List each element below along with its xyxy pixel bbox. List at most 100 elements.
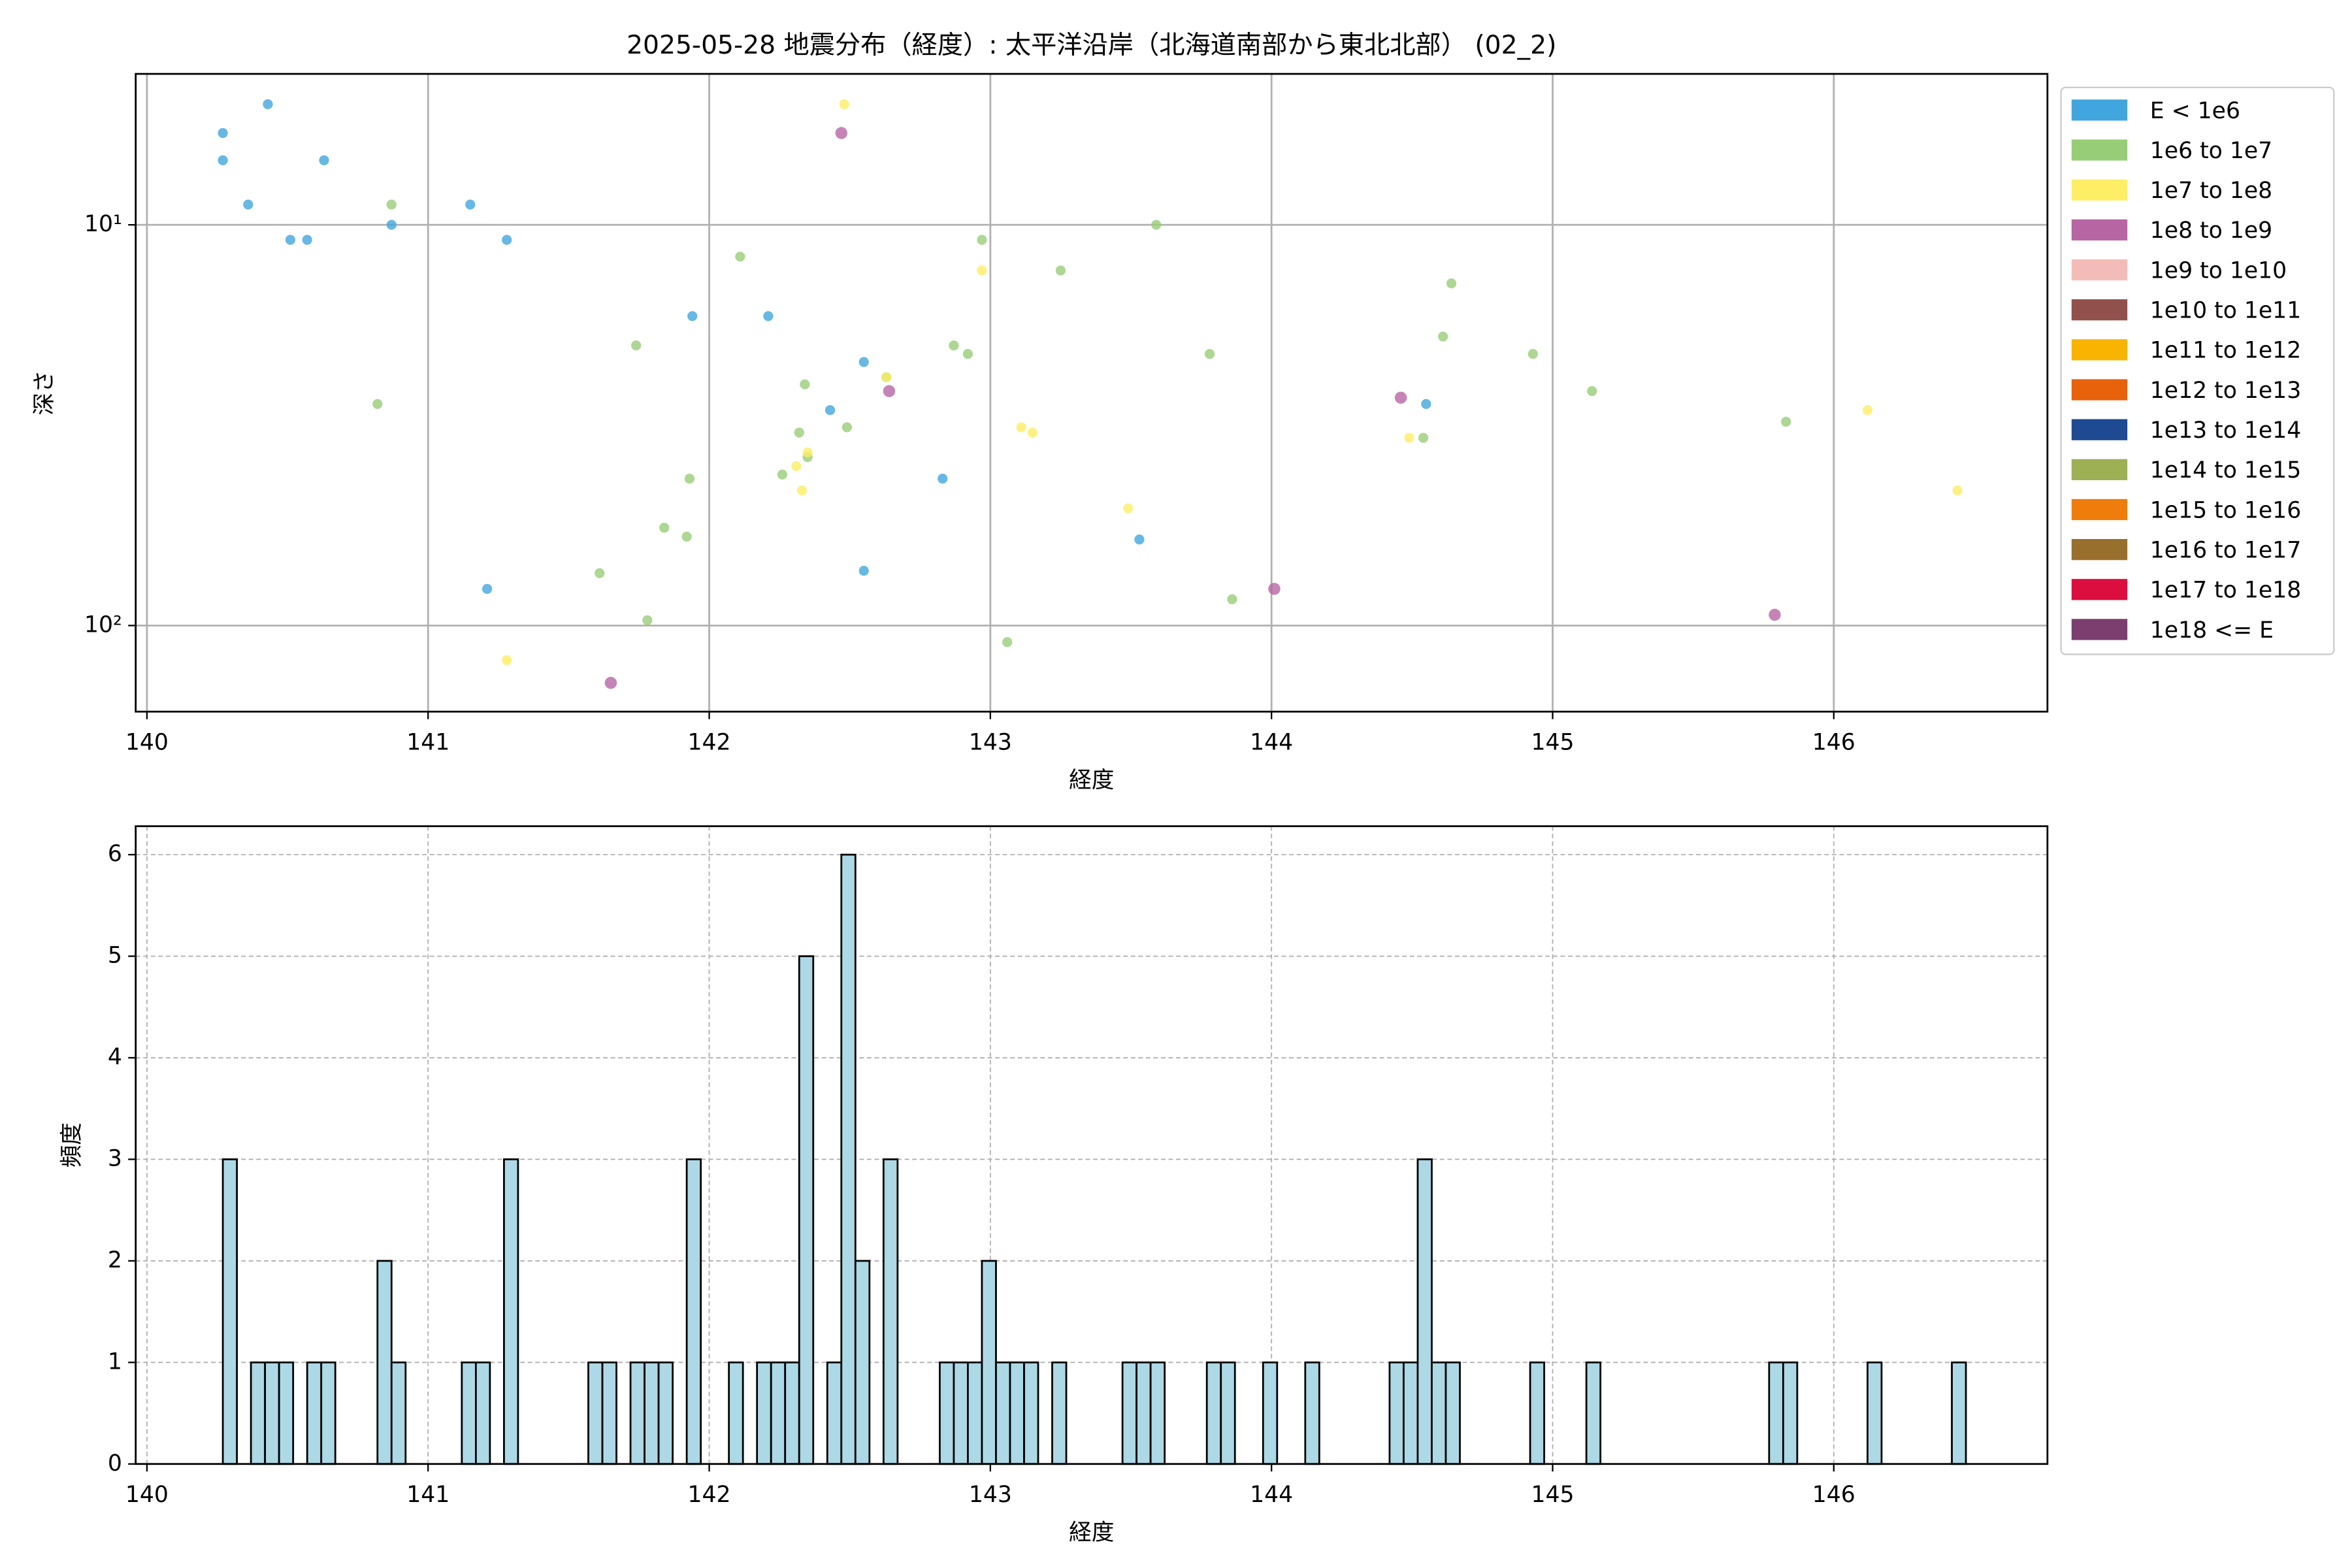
data-point (1404, 433, 1414, 443)
legend-swatch (2071, 539, 2128, 561)
histogram-bar (1529, 1361, 1545, 1465)
legend-label: 1e14 to 1e15 (2150, 457, 2301, 483)
histogram-bar (854, 1260, 871, 1465)
y-tick-label: 3 (108, 1145, 122, 1171)
histogram-bar (1388, 1361, 1405, 1465)
histogram-bar (320, 1361, 336, 1465)
data-point (1446, 278, 1457, 289)
data-point (1123, 503, 1134, 514)
histogram-bar (685, 1158, 702, 1465)
data-point (763, 311, 774, 321)
data-point (372, 399, 383, 410)
histogram-bar (657, 1361, 674, 1465)
x-tick-label: 142 (688, 730, 731, 756)
histogram-bar (1304, 1361, 1320, 1465)
legend-swatch (2071, 579, 2128, 600)
y-tick-label: 5 (108, 943, 122, 969)
histogram-bar (1768, 1361, 1784, 1465)
histogram-bar (221, 1158, 238, 1465)
x-tick-label: 141 (406, 1482, 449, 1508)
legend-label: 1e17 to 1e18 (2150, 578, 2301, 604)
y-axis-label: 深さ (31, 370, 57, 416)
legend-label: 1e13 to 1e14 (2150, 417, 2301, 444)
data-point (302, 235, 312, 245)
data-point (735, 252, 745, 262)
histogram-bar (390, 1361, 407, 1465)
data-point (1227, 594, 1237, 604)
y-tick-label: 0 (108, 1450, 122, 1477)
histogram-bar (503, 1158, 519, 1465)
histogram-bar (953, 1361, 969, 1465)
legend-label: 1e11 to 1e12 (2150, 338, 2301, 364)
legend-swatch (2071, 99, 2128, 121)
x-tick-label: 140 (125, 730, 169, 756)
data-point (1438, 331, 1448, 342)
legend-label: 1e9 to 1e10 (2150, 257, 2287, 284)
legend-label: 1e18 <= E (2150, 617, 2274, 644)
histogram-bar (1135, 1361, 1152, 1465)
legend-label: 1e12 to 1e13 (2150, 378, 2301, 404)
histogram-bar (587, 1361, 604, 1465)
x-tick-label: 142 (688, 1482, 731, 1508)
histogram-bar (1149, 1361, 1166, 1465)
histogram-bar (728, 1361, 744, 1465)
data-point (502, 655, 512, 666)
x-tick-label: 145 (1531, 730, 1574, 756)
data-point (687, 311, 698, 321)
y-tick-label: 10² (84, 612, 122, 638)
x-axis-label: 経度 (1069, 1520, 1114, 1546)
data-point (841, 422, 853, 433)
histogram-bar (1445, 1361, 1461, 1465)
histogram-bar (601, 1361, 617, 1465)
data-point (218, 127, 228, 139)
x-tick-label: 144 (1250, 730, 1293, 756)
data-point (1027, 427, 1038, 438)
data-point (800, 379, 810, 389)
histogram-bar (1009, 1361, 1025, 1465)
legend-swatch (2071, 498, 2128, 521)
histogram-bar (306, 1361, 323, 1465)
x-axis-label: 経度 (1069, 767, 1114, 793)
data-point (1418, 433, 1429, 443)
x-tick-label: 143 (969, 730, 1012, 756)
data-point (482, 583, 493, 594)
x-tick-label: 143 (969, 1482, 1012, 1508)
histogram-bar (756, 1361, 772, 1465)
data-point (684, 474, 695, 484)
histogram-bar (461, 1361, 477, 1465)
data-point (681, 531, 692, 542)
data-point (796, 485, 808, 496)
histogram-bar (376, 1260, 393, 1465)
histogram-bar (264, 1361, 280, 1465)
legend-swatch (2071, 619, 2128, 640)
legend-box (2060, 86, 2335, 655)
data-point (243, 199, 253, 210)
legend-swatch (2071, 459, 2128, 480)
histogram-bar (1403, 1361, 1419, 1465)
data-point (858, 566, 869, 576)
data-point (218, 155, 228, 165)
data-point (1394, 391, 1407, 404)
histogram-bar (1782, 1361, 1799, 1465)
data-point (604, 676, 617, 689)
data-point (1055, 265, 1066, 276)
axes-frame (135, 73, 2049, 713)
legend-label: 1e10 to 1e11 (2150, 298, 2301, 324)
histogram-bar (1023, 1361, 1039, 1465)
legend-label: 1e6 to 1e7 (2150, 138, 2272, 164)
data-point (1002, 637, 1013, 647)
data-point (858, 357, 869, 367)
legend-label: E < 1e6 (2150, 98, 2240, 124)
data-point (977, 265, 987, 276)
histogram-bar (1262, 1361, 1279, 1465)
chart-title: 2025-05-28 地震分布（経度）: 太平洋沿岸（北海道南部から東北北部） … (627, 31, 1556, 60)
histogram-bar (826, 1361, 843, 1465)
legend-swatch (2071, 379, 2128, 400)
histogram-bar (474, 1361, 491, 1465)
histogram-bar (770, 1361, 787, 1465)
legend-label: 1e8 to 1e9 (2150, 218, 2272, 244)
data-point (285, 235, 295, 245)
axes-frame (135, 825, 2049, 1465)
